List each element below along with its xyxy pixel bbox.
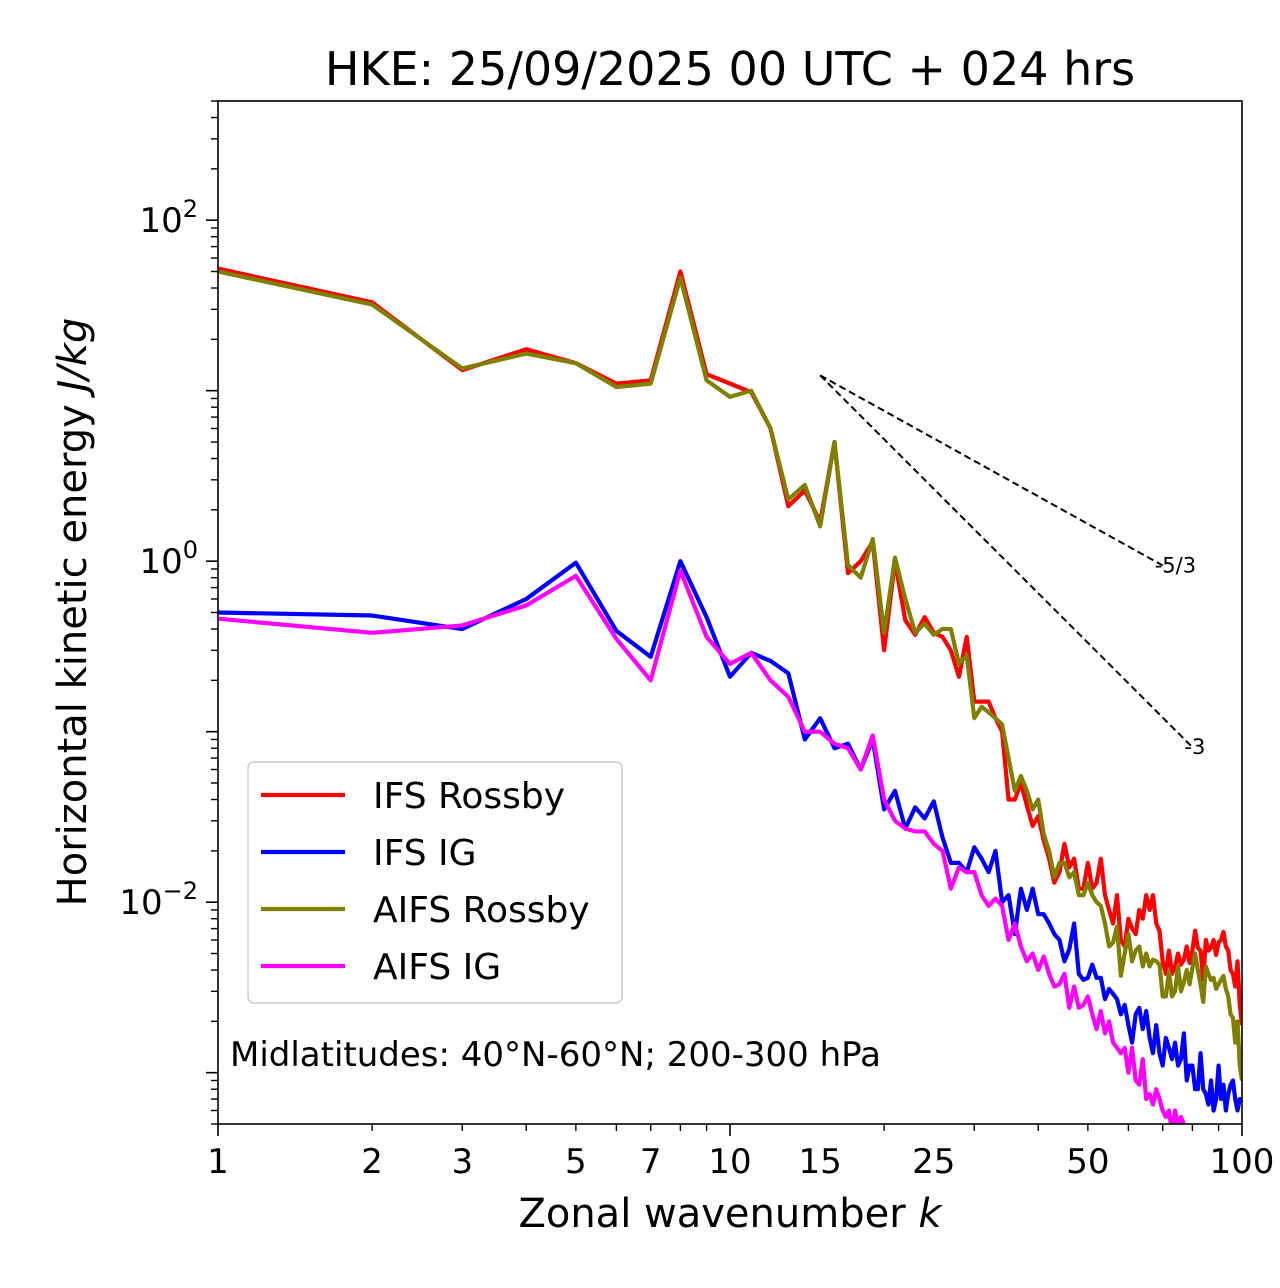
legend-box <box>247 761 623 1004</box>
x-axis-label-variable: k <box>918 1191 943 1237</box>
legend-label: IFS Rossby <box>373 776 565 817</box>
legend: IFS Rossby IFS IG AIFS Rossby AIFS IG <box>247 761 623 1004</box>
y-axis-label-unit: J/kg <box>50 318 96 399</box>
region-annotation: Midlatitudes: 40°N-60°N; 200-300 hPa <box>230 1035 881 1075</box>
x-tick-label: 25 <box>912 1142 955 1182</box>
reference-slope-label-0: -5/3 <box>1155 553 1196 577</box>
x-tick-label: 5 <box>565 1142 587 1182</box>
legend-label: AIFS Rossby <box>373 890 590 931</box>
x-tick-label: 10 <box>708 1142 751 1182</box>
chart-title: HKE: 25/09/2025 00 UTC + 024 hrs <box>325 42 1135 96</box>
x-axis-label-text: Zonal wavenumber <box>518 1191 918 1237</box>
x-axis-ticks: 1 2 3 5 7 10 15 25 50 100 <box>207 1124 1274 1182</box>
series-line-aifs-rossby <box>218 269 1242 1081</box>
x-tick-label: 7 <box>640 1142 662 1182</box>
reference-slope-line-0 <box>819 374 1164 567</box>
x-axis-label: Zonal wavenumber k <box>518 1191 943 1237</box>
y-tick-label: 102 <box>139 195 198 241</box>
x-tick-label: 1 <box>207 1142 229 1182</box>
x-tick-label: 15 <box>799 1142 842 1182</box>
y-axis-label: Horizontal kinetic energy J/kg <box>50 318 96 907</box>
x-tick-label: 2 <box>361 1142 383 1182</box>
y-tick-label: 100 <box>139 536 198 582</box>
y-axis-ticks: 102 100 10−2 <box>119 100 218 1125</box>
series-line-aifs-ig <box>218 568 1187 1124</box>
series-line-ifs-rossby <box>218 266 1242 1026</box>
reference-slope-label-1: -3 <box>1184 735 1205 759</box>
legend-label: IFS IG <box>373 833 477 874</box>
y-axis-label-text: Horizontal kinetic energy <box>50 392 96 907</box>
x-tick-label: 50 <box>1066 1142 1109 1182</box>
legend-items: IFS Rossby IFS IG AIFS Rossby AIFS IG <box>261 776 590 988</box>
series-layer <box>218 266 1242 1124</box>
legend-label: AIFS IG <box>373 947 501 988</box>
x-tick-label: 3 <box>451 1142 473 1182</box>
y-tick-label: 10−2 <box>119 877 198 923</box>
reference-slopes: -5/3 -3 <box>819 374 1205 759</box>
x-tick-label: 100 <box>1210 1142 1275 1182</box>
